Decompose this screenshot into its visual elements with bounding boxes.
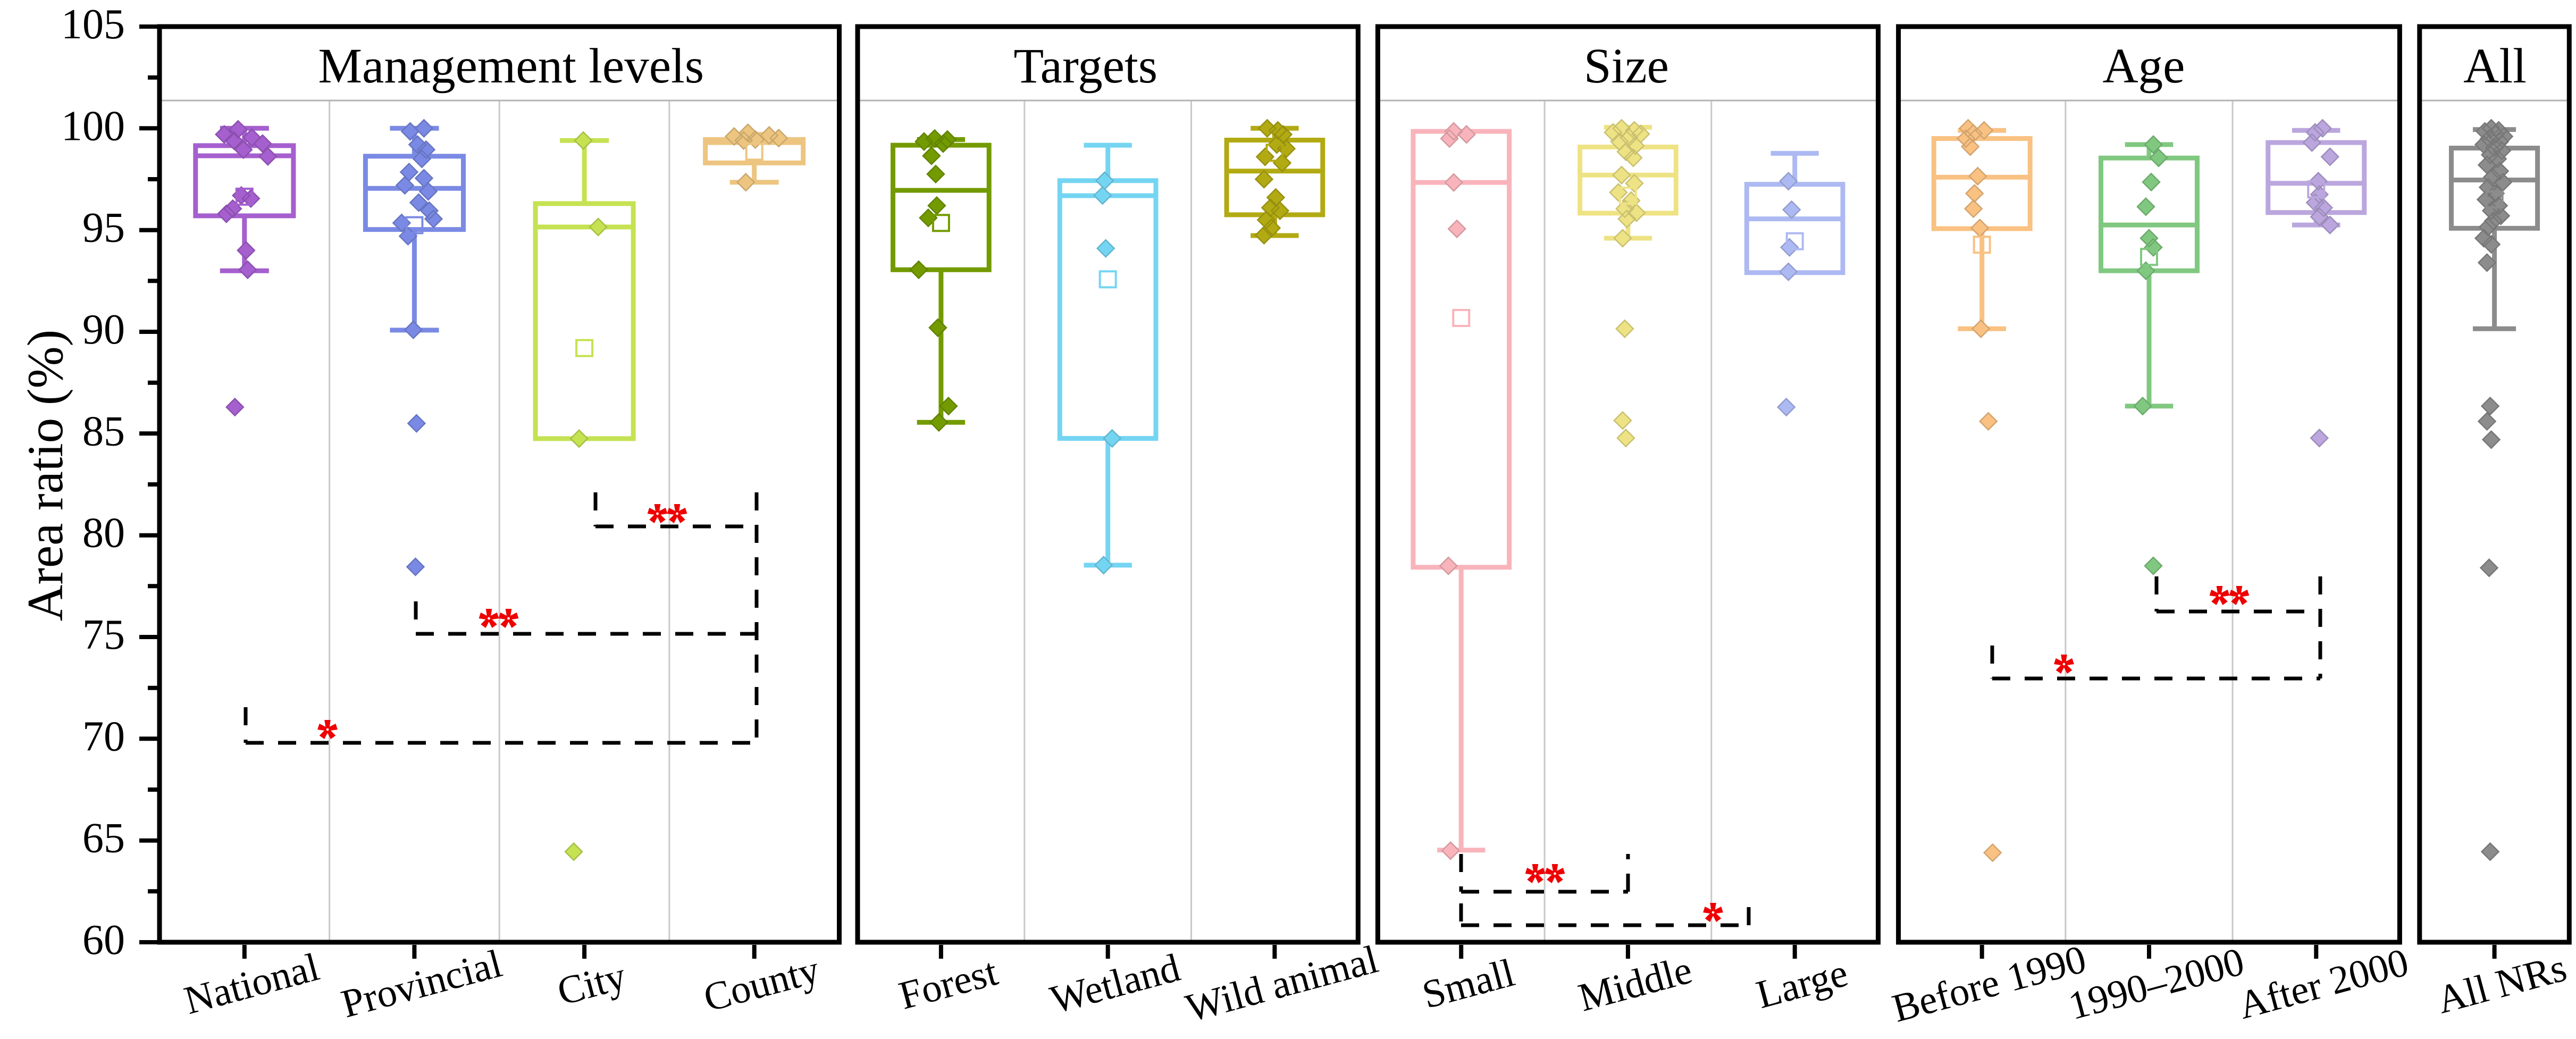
svg-text:60: 60 xyxy=(82,917,125,963)
svg-text:Management levels: Management levels xyxy=(318,39,704,94)
svg-text:75: 75 xyxy=(82,611,125,658)
svg-text:85: 85 xyxy=(82,408,125,455)
svg-text:105: 105 xyxy=(61,1,125,48)
svg-text:100: 100 xyxy=(61,103,125,149)
svg-text:Size: Size xyxy=(1584,39,1669,94)
svg-text:90: 90 xyxy=(82,306,125,353)
svg-text:80: 80 xyxy=(82,510,125,557)
svg-text:Targets: Targets xyxy=(1013,39,1157,94)
svg-text:70: 70 xyxy=(82,713,125,760)
svg-text:Age: Age xyxy=(2103,39,2185,94)
svg-text:65: 65 xyxy=(82,815,125,862)
svg-text:All: All xyxy=(2463,39,2527,94)
svg-text:Area ratio (%): Area ratio (%) xyxy=(17,330,73,622)
svg-text:95: 95 xyxy=(82,205,125,252)
